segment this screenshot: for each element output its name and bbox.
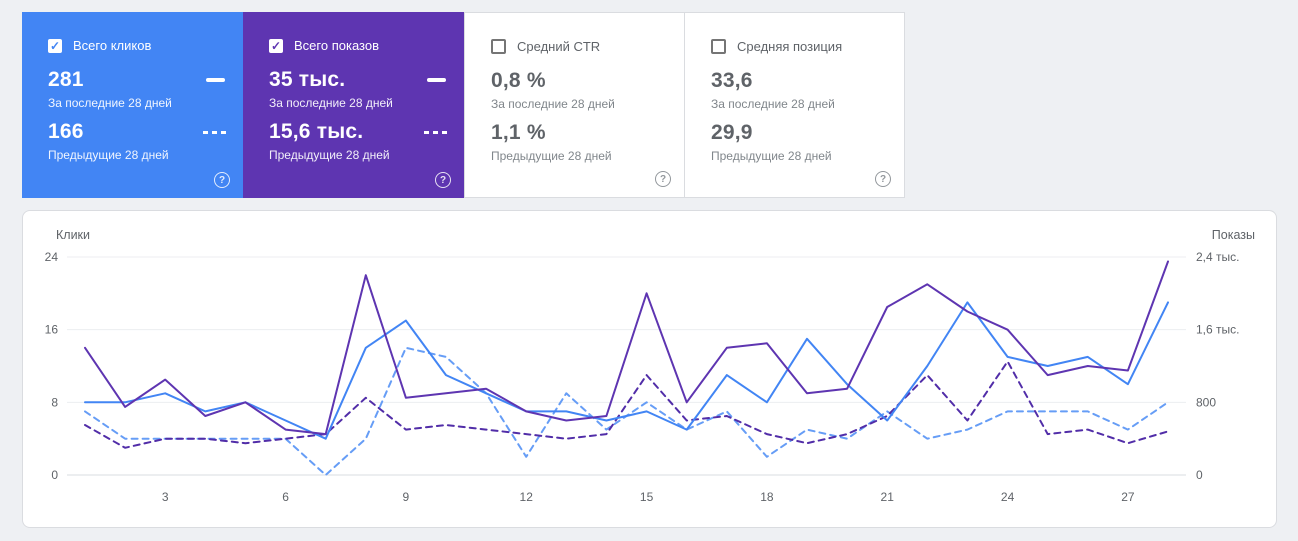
position-current-caption: За последние 28 дней xyxy=(711,97,835,111)
svg-text:24: 24 xyxy=(1001,490,1015,504)
card-total-impressions[interactable]: ✓ Всего показов 35 тыс. За последние 28 … xyxy=(243,12,464,198)
clicks-current-caption: За последние 28 дней xyxy=(48,96,172,110)
ctr-previous-value: 1,1 % xyxy=(491,121,546,144)
impressions-current-value: 35 тыс. xyxy=(269,68,346,91)
total-clicks-checkbox[interactable]: ✓ xyxy=(48,38,62,53)
help-icon[interactable]: ? xyxy=(435,172,451,188)
performance-chart-panel: Клики Показы 0 0 8 800 16 1,6 тыс. 24 2,4 тыс. 3… xyxy=(22,210,1277,528)
ctr-current-caption: За последние 28 дней xyxy=(491,97,615,111)
clicks-previous-caption: Предыдущие 28 дней xyxy=(48,148,169,162)
svg-text:0: 0 xyxy=(51,468,58,482)
total-impressions-checkbox[interactable]: ✓ xyxy=(269,38,283,53)
solid-line-legend-icon xyxy=(427,78,446,82)
impressions-previous-value: 15,6 тыс. xyxy=(269,120,364,143)
card-average-position[interactable]: Средняя позиция 33,6 За последние 28 дне… xyxy=(684,12,905,198)
total-impressions-label: Всего показов xyxy=(294,38,379,53)
svg-text:1,6 тыс.: 1,6 тыс. xyxy=(1196,323,1239,337)
metric-cards-row: ✓ Всего кликов 281 За последние 28 дней … xyxy=(22,12,905,198)
average-ctr-checkbox[interactable] xyxy=(491,39,506,54)
help-icon[interactable]: ? xyxy=(655,171,671,187)
left-axis-title: Клики xyxy=(56,228,91,242)
card-total-clicks[interactable]: ✓ Всего кликов 281 За последние 28 дней … xyxy=(22,12,243,198)
svg-text:12: 12 xyxy=(520,490,534,504)
help-icon[interactable]: ? xyxy=(875,171,891,187)
average-position-checkbox[interactable] xyxy=(711,39,726,54)
svg-text:16: 16 xyxy=(45,323,59,337)
card-average-ctr[interactable]: Средний CTR 0,8 % За последние 28 дней 1… xyxy=(464,12,685,198)
svg-text:800: 800 xyxy=(1196,395,1216,409)
performance-line-chart[interactable]: 0 0 8 800 16 1,6 тыс. 24 2,4 тыс. 3 6 9 12 15 18 21 24 2… xyxy=(23,247,1276,517)
total-clicks-label: Всего кликов xyxy=(73,38,152,53)
svg-text:18: 18 xyxy=(760,490,774,504)
svg-text:15: 15 xyxy=(640,490,654,504)
position-previous-value: 29,9 xyxy=(711,121,753,144)
svg-text:2,4 тыс.: 2,4 тыс. xyxy=(1196,250,1239,264)
impressions-current-caption: За последние 28 дней xyxy=(269,96,393,110)
svg-text:27: 27 xyxy=(1121,490,1135,504)
svg-text:8: 8 xyxy=(51,395,58,409)
help-icon[interactable]: ? xyxy=(214,172,230,188)
svg-text:21: 21 xyxy=(881,490,895,504)
svg-text:0: 0 xyxy=(1196,468,1203,482)
position-previous-caption: Предыдущие 28 дней xyxy=(711,149,832,163)
average-ctr-label: Средний CTR xyxy=(517,39,601,54)
clicks-current-value: 281 xyxy=(48,68,84,91)
clicks-previous-value: 166 xyxy=(48,120,84,143)
svg-text:9: 9 xyxy=(403,490,410,504)
right-axis-title: Показы xyxy=(1211,228,1255,242)
dashed-line-legend-icon xyxy=(203,130,227,134)
average-position-label: Средняя позиция xyxy=(737,39,843,54)
position-current-value: 33,6 xyxy=(711,69,753,92)
impressions-previous-caption: Предыдущие 28 дней xyxy=(269,148,390,162)
svg-text:24: 24 xyxy=(45,250,59,264)
solid-line-legend-icon xyxy=(206,78,225,82)
ctr-current-value: 0,8 % xyxy=(491,69,546,92)
svg-text:3: 3 xyxy=(162,490,169,504)
svg-text:6: 6 xyxy=(282,490,289,504)
ctr-previous-caption: Предыдущие 28 дней xyxy=(491,149,612,163)
dashed-line-legend-icon xyxy=(424,130,448,134)
